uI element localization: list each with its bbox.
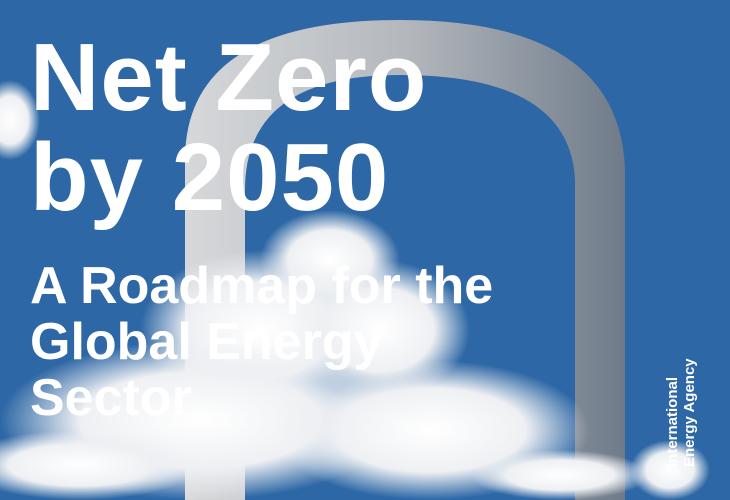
publisher-name: International Energy Agency [664, 345, 698, 467]
subtitle-line-2: Global Energy [30, 313, 383, 371]
publisher-line-2: Energy Agency [681, 358, 698, 467]
title-line-1: Net Zero [30, 24, 428, 131]
subtitle-line-1: A Roadmap for the [30, 257, 494, 315]
title-line-2: by 2050 [30, 124, 390, 231]
clouds [0, 80, 710, 500]
publisher-line-1: International [664, 376, 681, 467]
subtitle-line-3: Sector [30, 369, 192, 427]
